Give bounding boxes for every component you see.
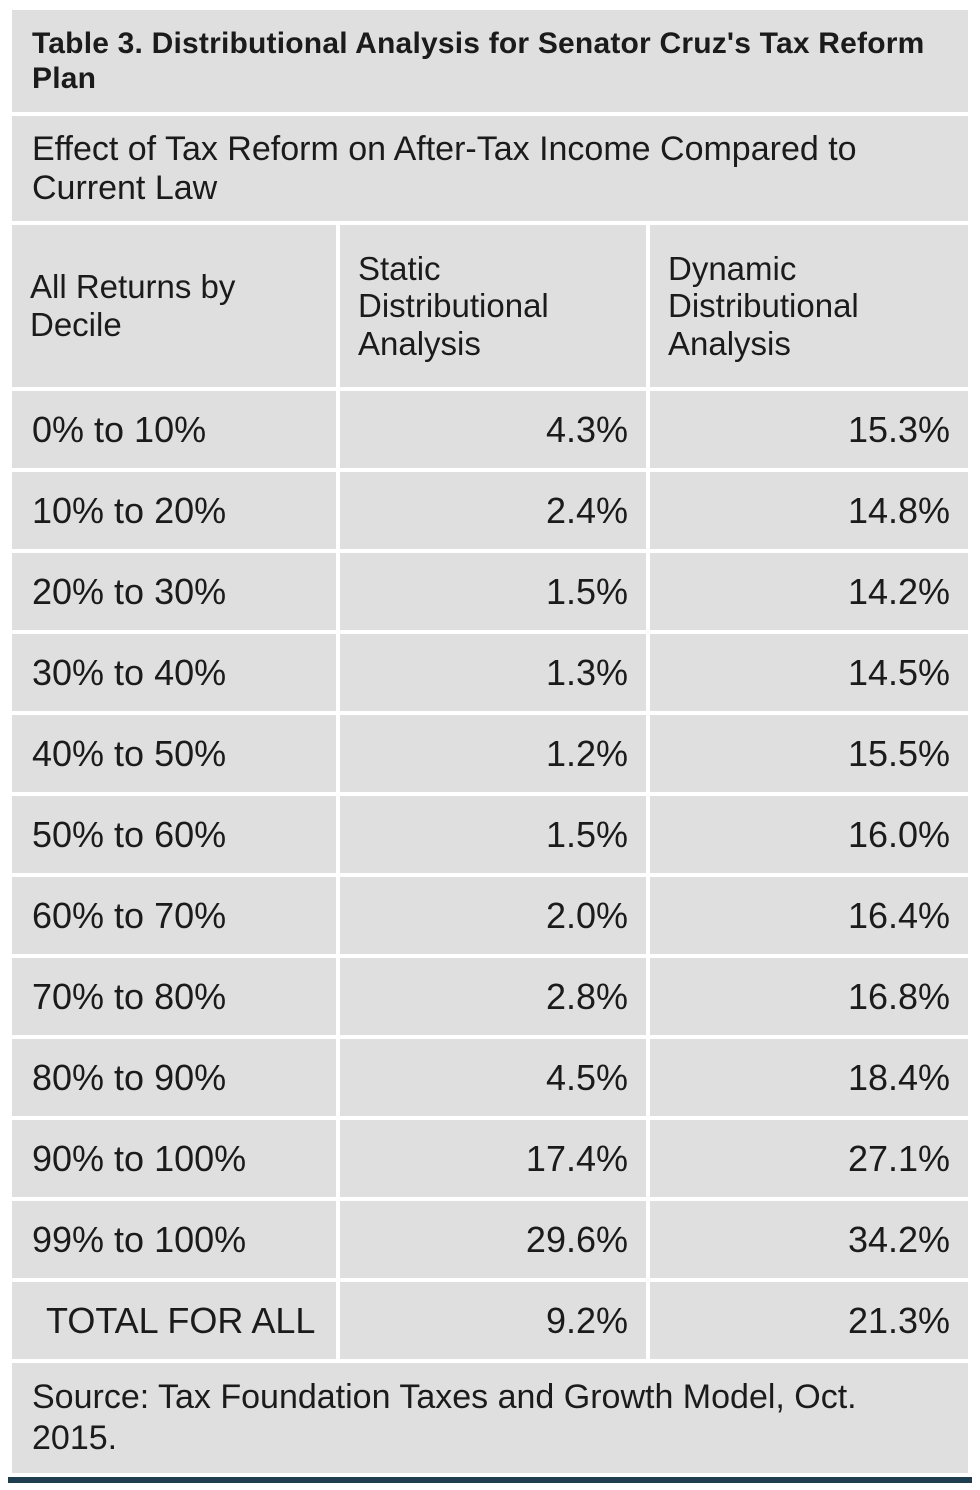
row-label: 20% to 30% [12,553,336,630]
total-static-value: 9.2% [340,1282,646,1359]
table-row: 60% to 70% 2.0% 16.4% [12,877,969,954]
dynamic-value: 14.8% [650,472,969,549]
row-label: 0% to 10% [12,391,336,468]
row-label: 70% to 80% [12,958,336,1035]
table-row: 40% to 50% 1.2% 15.5% [12,715,969,792]
title-row: Table 3. Distributional Analysis for Sen… [12,10,969,113]
column-header-dynamic: Dynamic Distributional Analysis [650,225,969,387]
header-row: All Returns by Decile Static Distributio… [12,225,969,387]
table-row: 20% to 30% 1.5% 14.2% [12,553,969,630]
dynamic-value: 14.5% [650,634,969,711]
static-value: 1.5% [340,553,646,630]
dynamic-value: 14.2% [650,553,969,630]
total-row: TOTAL FOR ALL 9.2% 21.3% [12,1282,969,1359]
row-label: 99% to 100% [12,1201,336,1278]
static-value: 1.2% [340,715,646,792]
bottom-accent-bar [8,1476,972,1483]
dynamic-value: 34.2% [650,1201,969,1278]
static-value: 4.3% [340,391,646,468]
table-row: 30% to 40% 1.3% 14.5% [12,634,969,711]
dynamic-value: 18.4% [650,1039,969,1116]
table-row: 70% to 80% 2.8% 16.8% [12,958,969,1035]
table-container: Table 3. Distributional Analysis for Sen… [8,6,973,1483]
dynamic-value: 16.0% [650,796,969,873]
static-value: 1.3% [340,634,646,711]
table-subtitle: Effect of Tax Reform on After-Tax Income… [12,116,969,221]
static-value: 2.0% [340,877,646,954]
dynamic-value: 16.8% [650,958,969,1035]
column-header-decile: All Returns by Decile [12,225,336,387]
source-row: Source: Tax Foundation Taxes and Growth … [12,1363,969,1473]
static-value: 29.6% [340,1201,646,1278]
table-row: 99% to 100% 29.6% 34.2% [12,1201,969,1278]
dynamic-value: 27.1% [650,1120,969,1197]
table-title: Table 3. Distributional Analysis for Sen… [12,10,969,113]
table-row: 90% to 100% 17.4% 27.1% [12,1120,969,1197]
table-row: 10% to 20% 2.4% 14.8% [12,472,969,549]
row-label: 50% to 60% [12,796,336,873]
total-dynamic-value: 21.3% [650,1282,969,1359]
table-row: 80% to 90% 4.5% 18.4% [12,1039,969,1116]
dynamic-value: 15.5% [650,715,969,792]
row-label: 60% to 70% [12,877,336,954]
subtitle-row: Effect of Tax Reform on After-Tax Income… [12,116,969,221]
row-label: 10% to 20% [12,472,336,549]
row-label: 90% to 100% [12,1120,336,1197]
distribution-table: Table 3. Distributional Analysis for Sen… [8,6,973,1477]
dynamic-value: 15.3% [650,391,969,468]
total-label: TOTAL FOR ALL [12,1282,336,1359]
static-value: 2.4% [340,472,646,549]
static-value: 2.8% [340,958,646,1035]
dynamic-value: 16.4% [650,877,969,954]
static-value: 17.4% [340,1120,646,1197]
table-row: 0% to 10% 4.3% 15.3% [12,391,969,468]
static-value: 4.5% [340,1039,646,1116]
row-label: 30% to 40% [12,634,336,711]
table-row: 50% to 60% 1.5% 16.0% [12,796,969,873]
row-label: 40% to 50% [12,715,336,792]
static-value: 1.5% [340,796,646,873]
column-header-static: Static Distributional Analysis [340,225,646,387]
row-label: 80% to 90% [12,1039,336,1116]
source-note: Source: Tax Foundation Taxes and Growth … [12,1363,969,1473]
